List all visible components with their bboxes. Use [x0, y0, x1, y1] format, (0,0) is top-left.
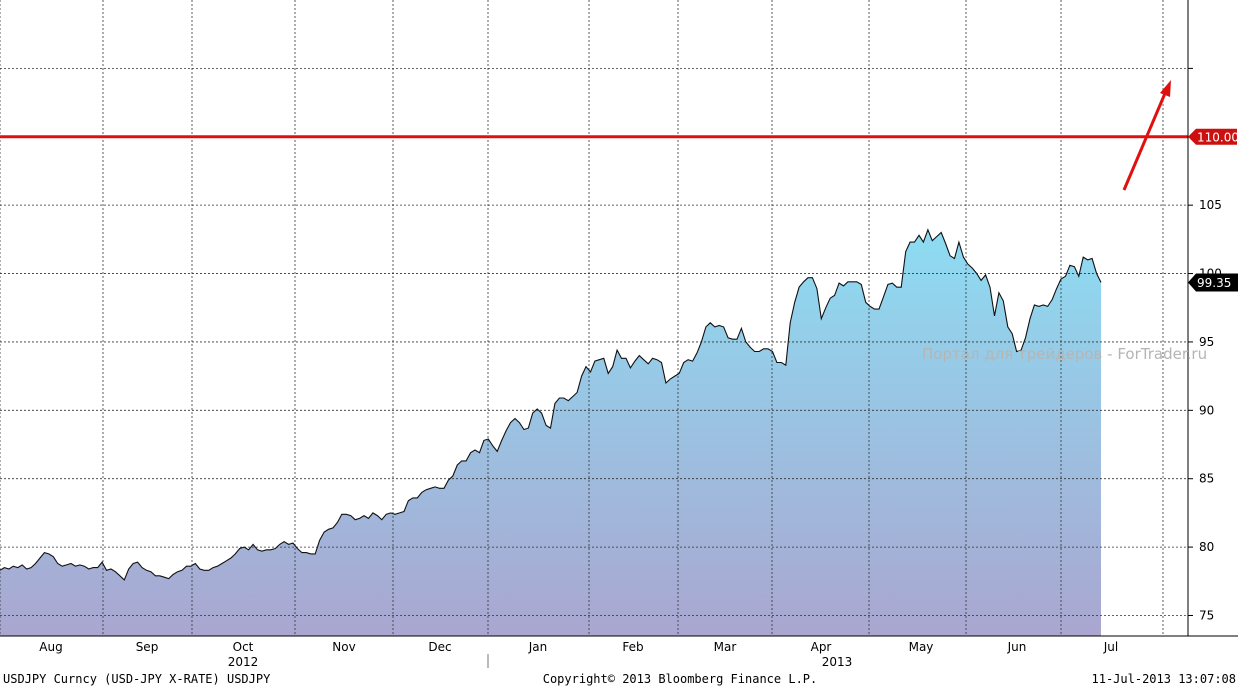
- x-tick-label: Jul: [1103, 640, 1118, 654]
- x-tick-label: May: [909, 640, 934, 654]
- watermark-text: Портал для трейдеров - ForTrader.ru: [922, 345, 1207, 363]
- target-arrow: [1122, 80, 1171, 191]
- x-tick-label: Nov: [332, 640, 355, 654]
- price-line: [0, 228, 1102, 581]
- ref-level-flag-shape: [1188, 128, 1237, 145]
- y-tick-label: 80: [1199, 540, 1214, 554]
- y-tick-label: 105: [1199, 198, 1222, 212]
- x-tick-label: Oct: [233, 640, 254, 654]
- last-value-flag-shape: [1188, 273, 1238, 292]
- x-tick-label: Jun: [1007, 640, 1027, 654]
- y-tick-label: 90: [1199, 403, 1214, 417]
- last-value-label: 99.35: [1197, 276, 1231, 290]
- x-tick-label: Feb: [622, 640, 643, 654]
- x-tick-label: Aug: [39, 640, 62, 654]
- target-arrow-shaft: [1122, 90, 1168, 191]
- x-tick-label: Sep: [136, 640, 159, 654]
- x-tick-label: Dec: [428, 640, 451, 654]
- y-tick-label: 85: [1199, 472, 1214, 486]
- x-axis-ticks: Aug Sep Oct Nov Dec Jan Feb Mar Apr May Jun Jul: [39, 640, 1118, 654]
- last-value-flag: 99.35: [1188, 273, 1238, 292]
- x-tick-label: Jan: [528, 640, 548, 654]
- x-tick-label: Mar: [714, 640, 737, 654]
- year-label-2013: 2013: [822, 655, 853, 669]
- footer-ticker: USDJPY Curncy (USD-JPY X-RATE) USDJPY: [3, 672, 271, 686]
- y-tick-label: 95: [1199, 335, 1214, 349]
- price-area-fill: [0, 229, 1101, 637]
- x-tick-label: Apr: [811, 640, 832, 654]
- target-arrow-head: [1160, 80, 1171, 97]
- y-tick-label: 75: [1199, 608, 1214, 622]
- year-label-2012: 2012: [228, 655, 259, 669]
- footer-timestamp: 11-Jul-2013 13:07:08: [1092, 672, 1237, 686]
- y-axis-ticks: 7580859095100105: [1188, 67, 1222, 622]
- ref-level-flag: 110.00: [1188, 128, 1238, 145]
- footer-copyright: Copyright© 2013 Bloomberg Finance L.P.: [543, 672, 818, 686]
- ref-level-label: 110.00: [1197, 130, 1238, 144]
